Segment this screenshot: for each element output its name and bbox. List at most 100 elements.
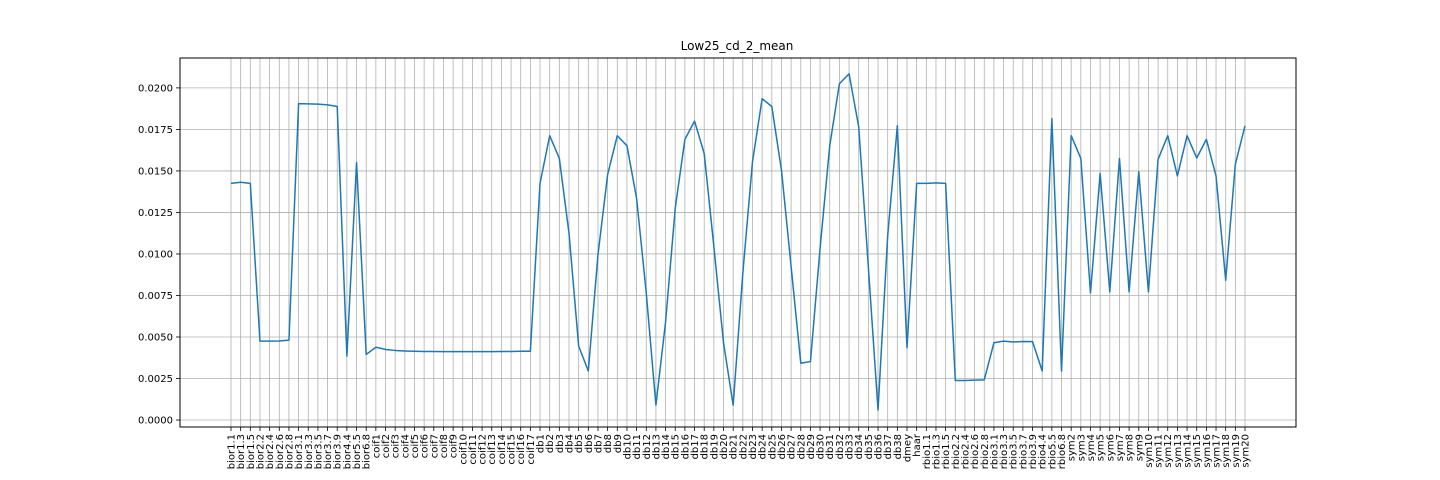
x-tick-label: bior2.4 [265, 434, 276, 469]
x-tick-label: db38 [893, 434, 904, 459]
x-tick-label: rbio2.6 [970, 434, 981, 469]
x-tick-label: db31 [825, 434, 836, 459]
x-tick-label: rbio3.9 [1028, 434, 1039, 469]
x-tick-label: rbio6.8 [1057, 434, 1068, 469]
x-tick-label: coif10 [458, 434, 469, 465]
x-tick-label: coif11 [468, 434, 479, 465]
x-tick-label: db15 [671, 434, 682, 459]
x-tick-label: rbio3.5 [1009, 434, 1020, 469]
x-tick-label: db19 [709, 434, 720, 459]
y-tick-label: 0.0050 [138, 332, 173, 343]
x-tick-label: db26 [777, 434, 788, 459]
x-tick-label: coif9 [449, 434, 460, 458]
x-tick-label: bior1.1 [227, 434, 238, 469]
x-tick-label: db30 [816, 434, 827, 459]
x-tick-label: sym13 [1173, 434, 1184, 468]
x-tick-label: rbio3.7 [1018, 434, 1029, 469]
x-tick-label: sym19 [1231, 434, 1242, 468]
x-tick-label: sym9 [1134, 434, 1145, 461]
y-tick-label: 0.0100 [138, 249, 173, 260]
series-layer [230, 73, 1246, 411]
y-axis: 0.0000 0.0025 0.0050 0.0075 0.0100 0.0125 0.01… [138, 83, 180, 427]
x-tick-label: db11 [632, 434, 643, 459]
x-tick-label: coif15 [507, 434, 518, 465]
x-tick-label: sym6 [1105, 434, 1116, 461]
x-tick-label: bior4.4 [342, 434, 353, 469]
x-tick-label: sym8 [1125, 434, 1136, 461]
x-tick-label: db14 [661, 434, 672, 459]
x-tick-label: coif2 [381, 434, 392, 458]
x-tick-label: db1 [536, 434, 547, 453]
x-tick-label: sym20 [1241, 434, 1252, 468]
x-tick-label: rbio2.4 [960, 434, 971, 469]
x-tick-label: db6 [584, 434, 595, 453]
x-tick-label: coif13 [487, 434, 498, 465]
x-axis: bior1.1bior1.3bior1.5bior2.2bior2.4bior2… [227, 427, 1252, 469]
x-tick-label: coif6 [420, 434, 431, 458]
series-line [230, 73, 1246, 411]
x-tick-label: coif14 [497, 434, 508, 465]
x-tick-label: db5 [574, 434, 585, 453]
x-tick-label: coif7 [429, 434, 440, 458]
x-tick-label: db3 [555, 434, 566, 453]
x-tick-label: coif5 [410, 434, 421, 458]
x-tick-label: db9 [613, 434, 624, 453]
x-tick-label: db8 [603, 434, 614, 453]
x-tick-label: bior3.5 [313, 434, 324, 469]
x-tick-label: sym14 [1183, 434, 1194, 468]
x-tick-label: rbio5.5 [1047, 434, 1058, 469]
x-tick-label: bior6.8 [362, 434, 373, 469]
x-tick-label: db32 [835, 434, 846, 459]
x-tick-label: rbio3.3 [999, 434, 1010, 469]
x-tick-label: rbio1.5 [941, 434, 952, 469]
x-tick-label: db12 [642, 434, 653, 459]
y-tick-label: 0.0000 [138, 416, 173, 427]
x-tick-label: sym10 [1144, 434, 1155, 468]
x-tick-label: sym2 [1067, 434, 1078, 461]
x-tick-label: coif8 [439, 434, 450, 458]
chart-title: Low25_cd_2_mean [681, 39, 794, 53]
x-tick-label: db2 [545, 434, 556, 453]
grid-lines [180, 58, 1296, 427]
x-tick-label: sym15 [1192, 434, 1203, 468]
x-tick-label: db21 [729, 434, 740, 459]
x-tick-label: db20 [719, 434, 730, 459]
x-tick-label: coif16 [516, 434, 527, 465]
x-tick-label: db10 [622, 434, 633, 459]
x-tick-label: rbio3.1 [989, 434, 1000, 469]
x-tick-label: db27 [787, 434, 798, 459]
x-tick-label: sym12 [1163, 434, 1174, 468]
x-tick-label: bior1.5 [246, 434, 257, 469]
x-tick-label: dmey [903, 434, 914, 462]
x-tick-label: db34 [854, 434, 865, 459]
x-tick-label: bior3.3 [304, 434, 315, 469]
x-tick-label: bior2.8 [284, 434, 295, 469]
x-tick-label: coif1 [371, 434, 382, 458]
y-tick-label: 0.0125 [138, 208, 173, 219]
x-tick-label: db29 [806, 434, 817, 459]
y-tick-label: 0.0200 [138, 83, 173, 94]
x-tick-label: db23 [748, 434, 759, 459]
x-tick-label: db36 [874, 434, 885, 459]
x-tick-label: rbio1.3 [931, 434, 942, 469]
x-tick-label: db18 [700, 434, 711, 459]
x-tick-label: db33 [845, 434, 856, 459]
y-tick-label: 0.0025 [138, 374, 173, 385]
y-tick-label: 0.0175 [138, 125, 173, 136]
x-tick-label: db35 [864, 434, 875, 459]
x-tick-label: bior3.9 [333, 434, 344, 469]
x-tick-label: bior1.3 [236, 434, 247, 469]
x-tick-label: sym4 [1086, 434, 1097, 461]
x-tick-label: db13 [651, 434, 662, 459]
x-tick-label: db17 [690, 434, 701, 459]
x-tick-label: rbio4.4 [1038, 434, 1049, 469]
x-tick-label: bior3.1 [294, 434, 305, 469]
x-tick-label: sym17 [1212, 434, 1223, 468]
x-tick-label: bior5.5 [352, 434, 363, 469]
x-tick-label: sym11 [1154, 434, 1165, 468]
x-tick-label: db4 [565, 434, 576, 453]
x-tick-label: db7 [593, 434, 604, 453]
y-tick-label: 0.0075 [138, 291, 173, 302]
